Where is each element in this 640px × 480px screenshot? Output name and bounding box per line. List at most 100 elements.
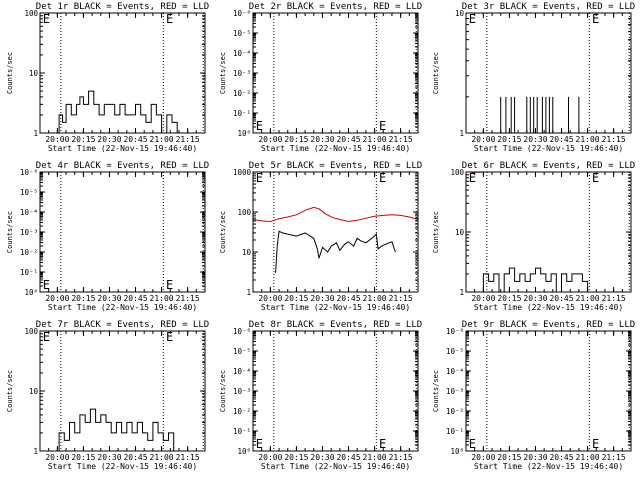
y-tick-label: 10 xyxy=(242,248,252,257)
x-tick-label: 21:00 xyxy=(363,135,387,144)
x-tick-label: 21:00 xyxy=(576,453,600,462)
chart-panel-9: Det 9r BLACK = Events, RED = LLD E E 10⁰ 10⁻… xyxy=(432,320,635,471)
y-tick-label: 10⁻⁶ xyxy=(20,168,38,177)
y-tick-label: 10 xyxy=(455,9,465,18)
y-tick-label: 10⁻⁶ xyxy=(446,327,464,336)
event-marker-label: E xyxy=(379,119,386,133)
y-tick-label: 10⁻² xyxy=(20,248,38,257)
x-tick-label: 20:00 xyxy=(471,135,495,144)
y-tick-label: 10⁻³ xyxy=(20,228,38,237)
x-tick-label: 20:45 xyxy=(549,294,573,303)
y-tick-label: 10⁻³ xyxy=(446,387,464,396)
event-marker-label: E xyxy=(256,119,263,133)
y-tick-label: 10⁻¹ xyxy=(20,268,38,277)
x-tick-label: 20:15 xyxy=(71,453,95,462)
y-tick-label: 10⁻² xyxy=(233,89,251,98)
x-tick-label: 20:45 xyxy=(549,135,573,144)
x-tick-label: 21:00 xyxy=(576,135,600,144)
y-tick-label: 10⁻¹ xyxy=(233,109,251,118)
x-tick-label: 20:15 xyxy=(497,135,521,144)
x-tick-label: 21:00 xyxy=(150,294,174,303)
event-marker-label: E xyxy=(469,171,476,185)
x-tick-label: 20:15 xyxy=(284,294,308,303)
y-axis-label: Counts/sec xyxy=(6,370,14,412)
y-tick-label: 10⁰ xyxy=(237,447,251,456)
x-tick-label: 21:15 xyxy=(602,135,626,144)
y-tick-label: 1 xyxy=(246,288,251,297)
y-tick-label: 10⁻² xyxy=(446,407,464,416)
x-tick-label: 20:15 xyxy=(71,294,95,303)
event-marker-label: E xyxy=(469,437,476,451)
x-tick-label: 21:15 xyxy=(389,135,413,144)
x-tick-label: 21:15 xyxy=(176,135,200,144)
x-tick-label: 20:00 xyxy=(471,294,495,303)
x-tick-label: 20:45 xyxy=(336,135,360,144)
y-tick-label: 10⁻⁶ xyxy=(233,9,251,18)
x-tick-label: 20:15 xyxy=(497,294,521,303)
x-tick-label: 20:00 xyxy=(258,135,282,144)
y-tick-label: 10⁻⁵ xyxy=(233,29,251,38)
y-tick-label: 100 xyxy=(24,9,38,18)
event-marker-label: E xyxy=(43,330,50,344)
chart-title: Det 8r BLACK = Events, RED = LLD xyxy=(249,320,422,330)
x-tick-label: 20:30 xyxy=(310,135,334,144)
y-tick-label: 1 xyxy=(33,129,38,138)
x-tick-label: 20:45 xyxy=(549,453,573,462)
y-tick-label: 10⁻⁴ xyxy=(20,208,38,217)
x-axis-label: Start Time (22-Nov-15 19:46:40) xyxy=(261,462,410,471)
x-tick-label: 21:00 xyxy=(150,135,174,144)
y-tick-label: 10 xyxy=(29,387,39,396)
y-tick-label: 100 xyxy=(24,327,38,336)
chart-title: Det 1r BLACK = Events, RED = LLD xyxy=(36,2,209,12)
x-tick-label: 20:15 xyxy=(497,453,521,462)
x-tick-label: 21:00 xyxy=(363,294,387,303)
y-tick-label: 100 xyxy=(237,208,251,217)
chart-title: Det 6r BLACK = Events, RED = LLD xyxy=(462,161,635,171)
y-axis-label: Counts/sec xyxy=(432,370,440,412)
event-marker-label: E xyxy=(469,12,476,26)
y-axis-label: Counts/sec xyxy=(6,52,14,94)
x-tick-label: 21:15 xyxy=(602,453,626,462)
y-tick-label: 10⁻⁵ xyxy=(20,188,38,197)
x-tick-label: 20:30 xyxy=(523,135,547,144)
y-tick-label: 10⁻³ xyxy=(233,69,251,78)
x-axis-label: Start Time (22-Nov-15 19:46:40) xyxy=(261,144,410,153)
y-tick-label: 10⁰ xyxy=(450,447,464,456)
x-tick-label: 20:00 xyxy=(471,453,495,462)
y-axis-label: Counts/sec xyxy=(219,52,227,94)
event-marker-label: E xyxy=(592,12,599,26)
x-tick-label: 20:30 xyxy=(97,294,121,303)
event-marker-label: E xyxy=(256,437,263,451)
x-tick-label: 20:15 xyxy=(284,453,308,462)
y-tick-label: 10⁻⁴ xyxy=(446,367,464,376)
x-tick-label: 20:45 xyxy=(123,294,147,303)
chart-title: Det 4r BLACK = Events, RED = LLD xyxy=(36,161,209,171)
x-axis-label: Start Time (22-Nov-15 19:46:40) xyxy=(474,462,623,471)
x-tick-label: 21:00 xyxy=(576,294,600,303)
events-series-line xyxy=(500,96,580,133)
x-tick-label: 20:00 xyxy=(258,294,282,303)
x-axis-label: Start Time (22-Nov-15 19:46:40) xyxy=(48,303,197,312)
x-tick-label: 20:30 xyxy=(523,453,547,462)
chart-panel-4: Det 4r BLACK = Events, RED = LLD E E 10⁰ 10⁻… xyxy=(6,161,209,312)
y-tick-label: 1 xyxy=(33,447,38,456)
x-tick-label: 20:30 xyxy=(523,294,547,303)
y-tick-label: 10 xyxy=(29,69,39,78)
y-tick-label: 10⁻⁴ xyxy=(233,49,251,58)
x-tick-label: 21:00 xyxy=(150,453,174,462)
chart-title: Det 9r BLACK = Events, RED = LLD xyxy=(462,320,635,330)
y-tick-label: 10⁻⁶ xyxy=(233,327,251,336)
x-tick-label: 20:15 xyxy=(71,135,95,144)
x-tick-label: 20:15 xyxy=(284,135,308,144)
chart-panel-8: Det 8r BLACK = Events, RED = LLD E E 10⁰ 10⁻… xyxy=(219,320,422,471)
plot-frame xyxy=(252,171,419,293)
x-tick-label: 21:15 xyxy=(389,453,413,462)
x-axis-label: Start Time (22-Nov-15 19:46:40) xyxy=(261,303,410,312)
x-axis-label: Start Time (22-Nov-15 19:46:40) xyxy=(474,303,623,312)
